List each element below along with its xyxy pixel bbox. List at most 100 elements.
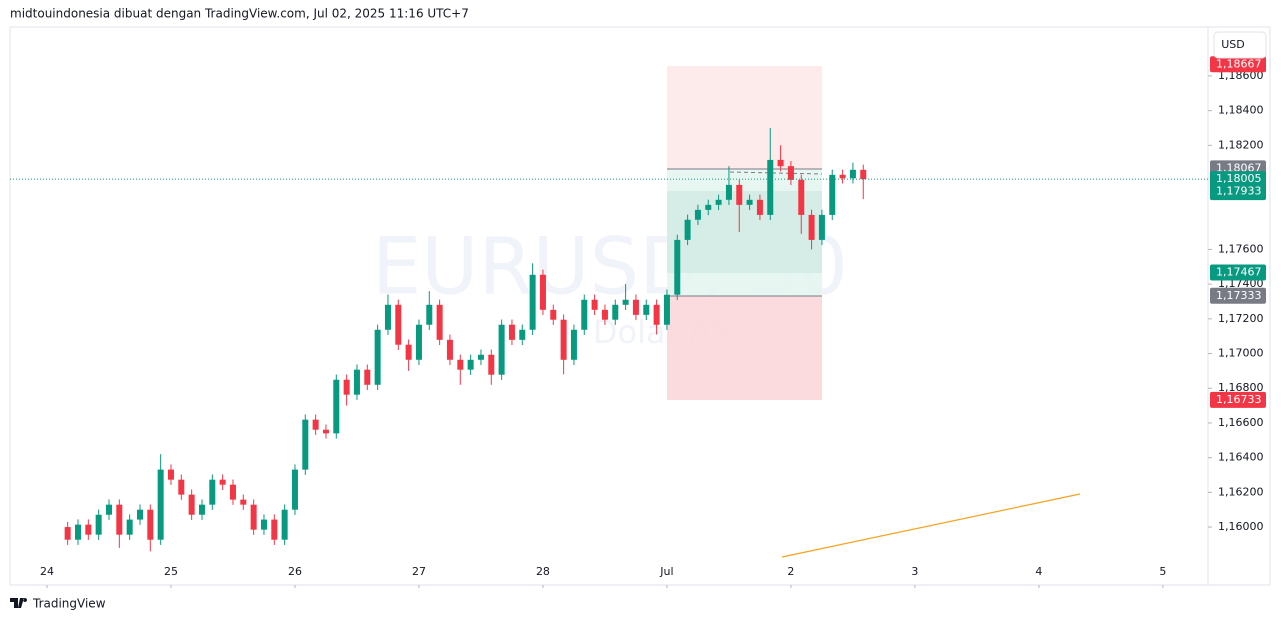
candle-body [467, 359, 474, 370]
price-tag-label: 1,17933 [1216, 185, 1262, 198]
y-tick-label: 1,17000 [1218, 347, 1264, 360]
candle-body [550, 309, 557, 320]
candle-body [715, 199, 722, 205]
candles [64, 127, 867, 552]
logo-mark [10, 598, 28, 608]
candle-body [622, 299, 629, 305]
candle-body [601, 309, 608, 320]
footer-logo: TradingView [10, 597, 106, 611]
axes: 1,16000 1,16200 1,16400 1,16600 1,16800 1,170… [10, 56, 1266, 588]
stop-zone [667, 66, 822, 169]
candle-body [126, 519, 133, 535]
y-tick-label: 1,16600 [1218, 416, 1264, 429]
position-tools [667, 66, 823, 400]
candle-body [322, 429, 329, 434]
candle-body [157, 469, 164, 540]
price-tag [1210, 287, 1266, 304]
candle-body [705, 204, 712, 210]
candle-body [74, 524, 81, 540]
price-tag [1210, 56, 1266, 73]
candle-body [281, 509, 288, 540]
candle-body [798, 179, 805, 215]
candle-body [839, 174, 846, 179]
candle-body [684, 219, 691, 240]
target-zone-inner [667, 191, 822, 273]
candle-body [271, 519, 278, 540]
candle-body [694, 209, 701, 220]
candle-body [787, 166, 794, 180]
candle-body [333, 379, 340, 434]
candle-body [498, 324, 505, 375]
candle-body [405, 344, 412, 360]
x-tick-label: 2 [787, 565, 794, 578]
candle-body [581, 299, 588, 330]
candle-body [725, 184, 732, 200]
candle-body [95, 514, 102, 535]
candle-body [136, 509, 143, 520]
candle-body [808, 214, 815, 240]
candle-body [457, 359, 464, 370]
candle-body [488, 354, 495, 375]
candle-body [188, 494, 195, 515]
candle-body [415, 324, 422, 360]
x-tick-label: 28 [536, 565, 550, 578]
candle-body [312, 419, 319, 430]
trend-line [781, 493, 1081, 558]
currency-button[interactable] [1213, 31, 1267, 59]
price-tag-label: 1,18005 [1216, 172, 1262, 185]
price-tag-label: 1,16733 [1216, 393, 1262, 406]
currency-label: USD [1221, 38, 1245, 51]
price-tag-label: 1,17467 [1216, 266, 1262, 279]
projection-line [729, 171, 823, 175]
x-tick-label: 5 [1159, 565, 1166, 578]
candle-body [198, 504, 205, 515]
candle-body [849, 169, 856, 179]
y-tick-label: 1,16800 [1218, 381, 1264, 394]
candle-body [529, 274, 536, 330]
x-tick-label: 25 [164, 565, 178, 578]
candle-body [395, 304, 402, 345]
candle-body [653, 304, 660, 325]
stop-zone-lower [667, 296, 822, 400]
candle-body [643, 304, 650, 315]
candle-body [767, 159, 774, 215]
candle-body [756, 199, 763, 215]
candle-body [229, 484, 236, 500]
candle-body [178, 479, 185, 495]
x-tick-label: 3 [911, 565, 918, 578]
candle-body [818, 214, 825, 240]
x-tick-label: 26 [288, 565, 302, 578]
candle-body [302, 419, 309, 470]
price-tag [1210, 391, 1266, 408]
price-tag-label: 1,17333 [1216, 289, 1262, 302]
y-tick-label: 1,16200 [1218, 485, 1264, 498]
footer-brand: TradingView [32, 597, 106, 611]
y-tick-label: 1,17200 [1218, 312, 1264, 325]
candle-body [612, 304, 619, 320]
price-tag-label: 1,18067 [1216, 161, 1262, 174]
candle-body [364, 369, 371, 385]
candle-body [147, 509, 154, 540]
candle-body [570, 329, 577, 360]
candle-body [736, 184, 743, 205]
candle-body [829, 174, 836, 215]
candle-body [291, 469, 298, 510]
candle-body [591, 299, 598, 310]
candle-body [343, 379, 350, 395]
candle-body [446, 339, 453, 360]
x-tick-label: 4 [1035, 565, 1042, 578]
candle-body [860, 169, 867, 180]
y-tick-label: 1,16000 [1218, 520, 1264, 533]
y-tick-label: 1,17600 [1218, 242, 1264, 255]
candle-body [674, 239, 681, 295]
candle-body [632, 299, 639, 315]
x-tick-label: Jul [659, 565, 673, 578]
candle-body [777, 159, 784, 167]
candle-body [353, 369, 360, 395]
candle-body [116, 504, 123, 535]
candle-body [250, 504, 257, 530]
candle-body [519, 329, 526, 340]
header: midtouindonesia dibuat dengan TradingVie… [10, 7, 469, 21]
